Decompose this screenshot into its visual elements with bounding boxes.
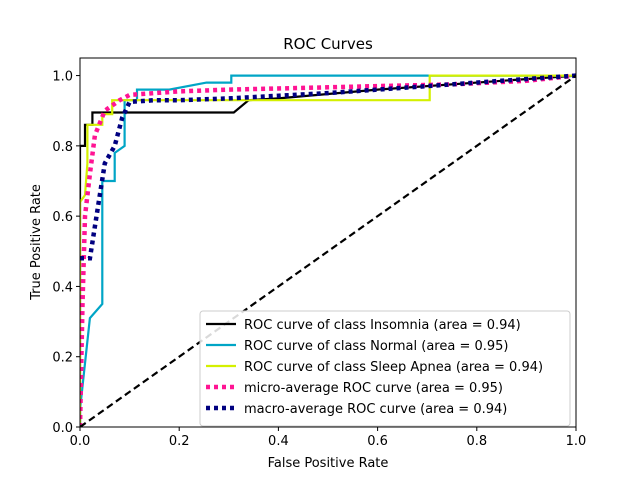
plot-frame [79,57,577,428]
series-line-macro-average-roc-curve [80,73,576,261]
y-tick-label: 0.0 [52,421,73,436]
x-tick-label: 0.0 [70,434,91,449]
y-axis-label: True Positive Rate [29,184,44,301]
series-line-roc-curve-of-class-sleep-apnea [80,74,576,427]
chart-title: ROC Curves [283,35,373,53]
y-tick-label: 0.6 [52,210,73,225]
legend-label: ROC curve of class Insomnia (area = 0.94… [244,318,521,333]
legend: ROC curve of class Insomnia (area = 0.94… [199,310,571,427]
y-tick-label: 0.4 [52,280,73,295]
x-tick-label: 0.8 [466,434,487,449]
legend-label: ROC curve of class Sleep Apnea (area = 0… [244,360,543,375]
x-tick-label: 0.4 [268,434,289,449]
chance-diagonal-line [80,74,576,427]
y-tick-label: 0.2 [52,351,73,366]
plot-area [79,57,577,428]
legend-label: macro-average ROC curve (area = 0.94) [244,402,507,417]
axis-ticks: 0.0 0.2 0.4 0.6 0.8 1.0 0.0 0.2 0.4 0.6 0.8 1.0 [52,70,586,449]
legend-box [199,310,571,427]
legend-label: micro-average ROC curve (area = 0.95) [244,381,503,396]
legend-label: ROC curve of class Normal (area = 0.95) [244,339,509,354]
x-axis-label: False Positive Rate [268,456,389,471]
x-tick-label: 0.6 [367,434,388,449]
x-tick-label: 1.0 [566,434,587,449]
x-tick-label: 0.2 [169,434,190,449]
y-tick-label: 1.0 [52,70,73,85]
y-tick-label: 0.8 [52,140,73,155]
